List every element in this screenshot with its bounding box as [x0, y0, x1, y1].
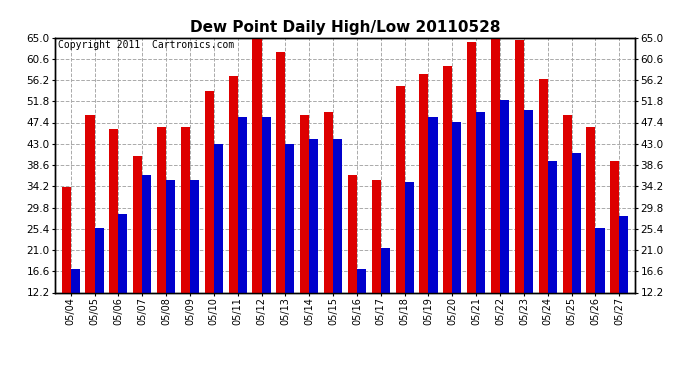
Bar [333, 139, 342, 351]
Bar [309, 139, 318, 351]
Bar [262, 117, 270, 351]
Bar [357, 269, 366, 351]
Bar [109, 129, 119, 351]
Bar [86, 115, 95, 351]
Bar [70, 269, 80, 351]
Bar [443, 66, 453, 351]
Bar [348, 175, 357, 351]
Bar [562, 115, 571, 351]
Bar [420, 74, 428, 351]
Bar [476, 112, 485, 351]
Bar [395, 86, 404, 351]
Bar [595, 228, 604, 351]
Bar [142, 175, 151, 351]
Text: Copyright 2011  Cartronics.com: Copyright 2011 Cartronics.com [58, 40, 235, 50]
Bar [61, 187, 70, 351]
Bar [190, 180, 199, 351]
Bar [372, 180, 381, 351]
Bar [610, 160, 620, 351]
Bar [381, 248, 390, 351]
Bar [253, 38, 262, 351]
Bar [428, 117, 437, 351]
Bar [166, 180, 175, 351]
Bar [620, 216, 629, 351]
Bar [404, 182, 414, 351]
Bar [524, 110, 533, 351]
Bar [539, 78, 548, 351]
Bar [95, 228, 103, 351]
Bar [324, 112, 333, 351]
Bar [491, 38, 500, 351]
Bar [467, 42, 476, 351]
Bar [157, 127, 166, 351]
Bar [300, 115, 309, 351]
Bar [548, 160, 557, 351]
Bar [286, 144, 295, 351]
Bar [453, 122, 462, 351]
Bar [214, 144, 223, 351]
Bar [237, 117, 247, 351]
Bar [500, 100, 509, 351]
Title: Dew Point Daily High/Low 20110528: Dew Point Daily High/Low 20110528 [190, 20, 500, 35]
Bar [119, 214, 128, 351]
Bar [133, 156, 142, 351]
Bar [181, 127, 190, 351]
Bar [228, 76, 237, 351]
Bar [586, 127, 595, 351]
Bar [515, 40, 524, 351]
Bar [571, 153, 581, 351]
Bar [205, 91, 214, 351]
Bar [276, 52, 286, 351]
